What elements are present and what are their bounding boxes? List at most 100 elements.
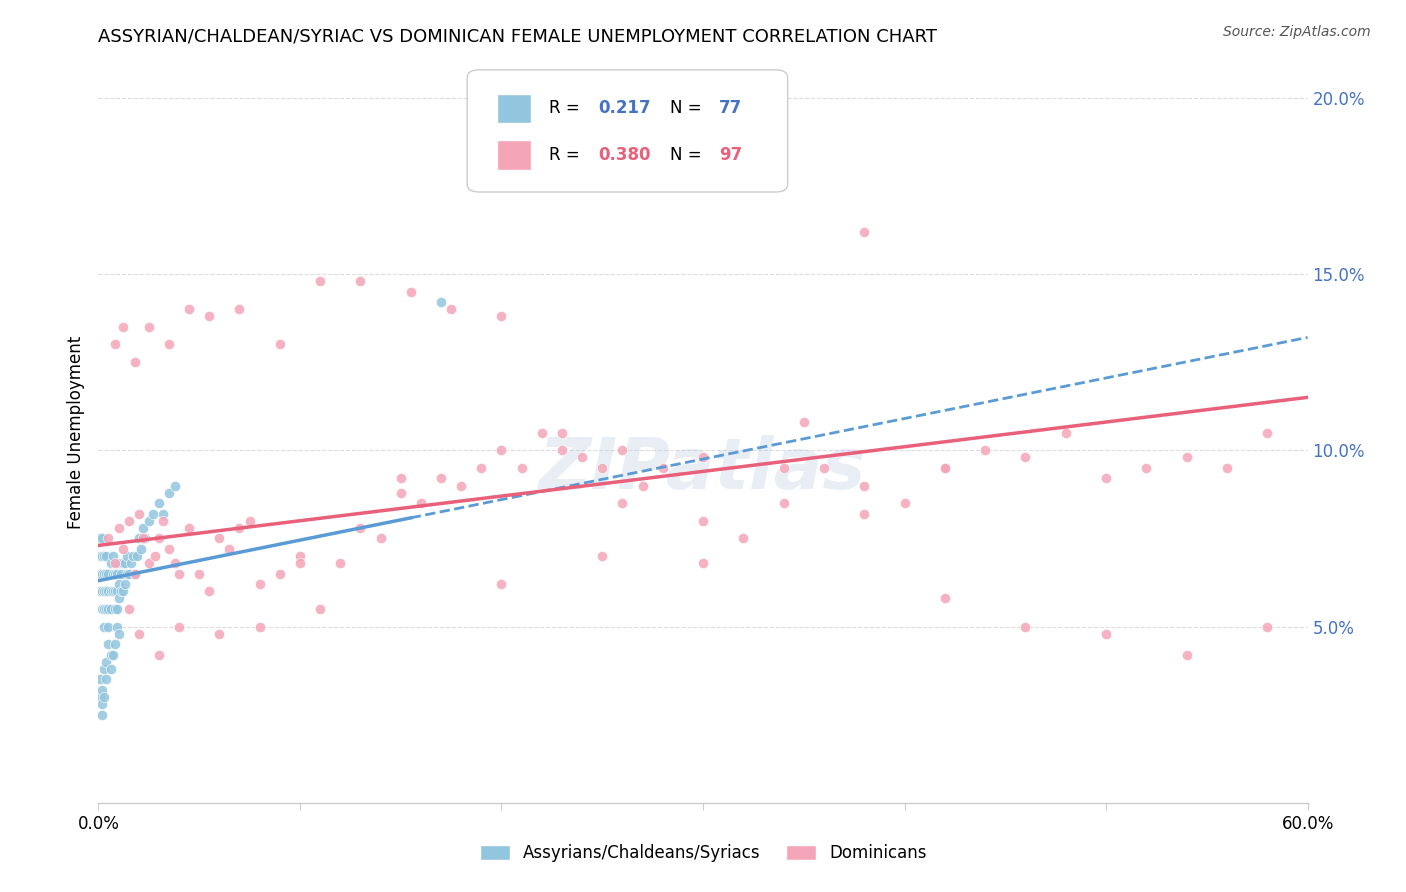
Point <box>491 310 513 324</box>
Text: N =: N = <box>671 146 707 164</box>
Point <box>97 619 120 633</box>
Point <box>551 425 574 440</box>
Point <box>228 302 250 317</box>
Point <box>121 549 143 563</box>
Point <box>128 532 150 546</box>
Point <box>152 514 174 528</box>
Point <box>97 584 120 599</box>
Point <box>91 584 114 599</box>
Point <box>612 496 634 510</box>
Point <box>1095 471 1118 485</box>
Point <box>100 556 122 570</box>
Text: ASSYRIAN/CHALDEAN/SYRIAC VS DOMINICAN FEMALE UNEMPLOYMENT CORRELATION CHART: ASSYRIAN/CHALDEAN/SYRIAC VS DOMINICAN FE… <box>98 28 938 45</box>
Point <box>813 461 835 475</box>
Point <box>103 637 125 651</box>
Point <box>692 556 714 570</box>
Point <box>167 619 190 633</box>
Point <box>124 355 146 369</box>
Point <box>100 602 122 616</box>
Point <box>111 319 134 334</box>
Point <box>103 602 125 616</box>
Point <box>389 485 412 500</box>
Point <box>100 662 122 676</box>
Point <box>128 507 150 521</box>
Point <box>125 549 148 563</box>
Point <box>309 602 332 616</box>
Point <box>93 584 115 599</box>
Point <box>163 556 186 570</box>
Point <box>118 514 141 528</box>
Point <box>110 584 132 599</box>
Point <box>96 584 118 599</box>
Point <box>111 556 134 570</box>
Point <box>148 532 170 546</box>
Point <box>93 602 115 616</box>
Point <box>114 556 136 570</box>
Point <box>107 556 129 570</box>
Point <box>1095 626 1118 640</box>
Point <box>118 602 141 616</box>
Legend: Assyrians/Chaldeans/Syriacs, Dominicans: Assyrians/Chaldeans/Syriacs, Dominicans <box>472 838 934 869</box>
Point <box>103 556 125 570</box>
Point <box>91 602 114 616</box>
Point <box>115 549 138 563</box>
Point <box>107 521 129 535</box>
Point <box>440 302 463 317</box>
Point <box>100 584 122 599</box>
Text: Source: ZipAtlas.com: Source: ZipAtlas.com <box>1223 25 1371 39</box>
Point <box>470 461 492 475</box>
Point <box>93 566 115 581</box>
Point <box>115 566 138 581</box>
Point <box>389 471 412 485</box>
Point <box>288 549 311 563</box>
Point <box>152 507 174 521</box>
Point <box>309 274 332 288</box>
Point <box>188 566 211 581</box>
Point <box>208 532 231 546</box>
Point <box>430 471 453 485</box>
Point <box>239 514 262 528</box>
Point <box>143 549 166 563</box>
Point <box>793 415 815 429</box>
Point <box>974 443 997 458</box>
Point <box>409 496 432 510</box>
Point <box>103 337 125 351</box>
Point <box>132 521 155 535</box>
Point <box>934 591 956 606</box>
Point <box>733 532 755 546</box>
Point <box>157 485 180 500</box>
Point <box>110 566 132 581</box>
Point <box>1014 450 1036 465</box>
Point <box>142 507 165 521</box>
Point <box>692 514 714 528</box>
Point <box>1135 461 1157 475</box>
Point <box>349 521 371 535</box>
Point <box>179 302 201 317</box>
Point <box>179 521 201 535</box>
Point <box>101 584 124 599</box>
Point <box>934 461 956 475</box>
Point <box>228 521 250 535</box>
Point <box>89 584 111 599</box>
Point <box>91 532 114 546</box>
Point <box>103 584 125 599</box>
Point <box>91 707 114 722</box>
Point <box>89 673 111 687</box>
Point <box>1256 425 1278 440</box>
Point <box>157 541 180 556</box>
Point <box>91 566 114 581</box>
Text: 0.217: 0.217 <box>598 99 651 118</box>
Point <box>249 577 271 591</box>
Point <box>89 566 111 581</box>
Point <box>97 566 120 581</box>
Point <box>772 496 794 510</box>
Point <box>157 337 180 351</box>
Point <box>96 655 118 669</box>
Point <box>148 648 170 662</box>
Point <box>288 556 311 570</box>
Point <box>249 619 271 633</box>
FancyBboxPatch shape <box>498 94 531 123</box>
Point <box>103 566 125 581</box>
Point <box>198 584 221 599</box>
Point <box>329 556 352 570</box>
